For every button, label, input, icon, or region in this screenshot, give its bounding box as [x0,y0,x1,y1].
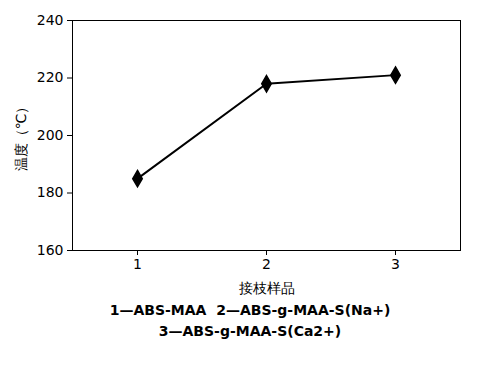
svg-text:200: 200 [37,127,64,143]
svg-text:2: 2 [262,256,271,272]
svg-text:220: 220 [37,69,64,85]
svg-text:160: 160 [37,242,64,258]
svg-text:3: 3 [391,256,400,272]
html-text:3—ABS-g-MAA-S(Ca2+): 3—ABS-g-MAA-S(Ca2+) [158,323,342,339]
svg-text:接枝样品: 接枝样品 [239,280,295,296]
html-text:1—ABS-MAA 2—ABS-g-MAA-S(Na+): 1—ABS-MAA 2—ABS-g-MAA-S(Na+) [109,302,391,318]
svg-text:温度（℃）: 温度（℃） [13,100,29,172]
svg-text:240: 240 [37,12,64,28]
svg-text:180: 180 [37,184,64,200]
svg-text:1: 1 [133,256,142,272]
